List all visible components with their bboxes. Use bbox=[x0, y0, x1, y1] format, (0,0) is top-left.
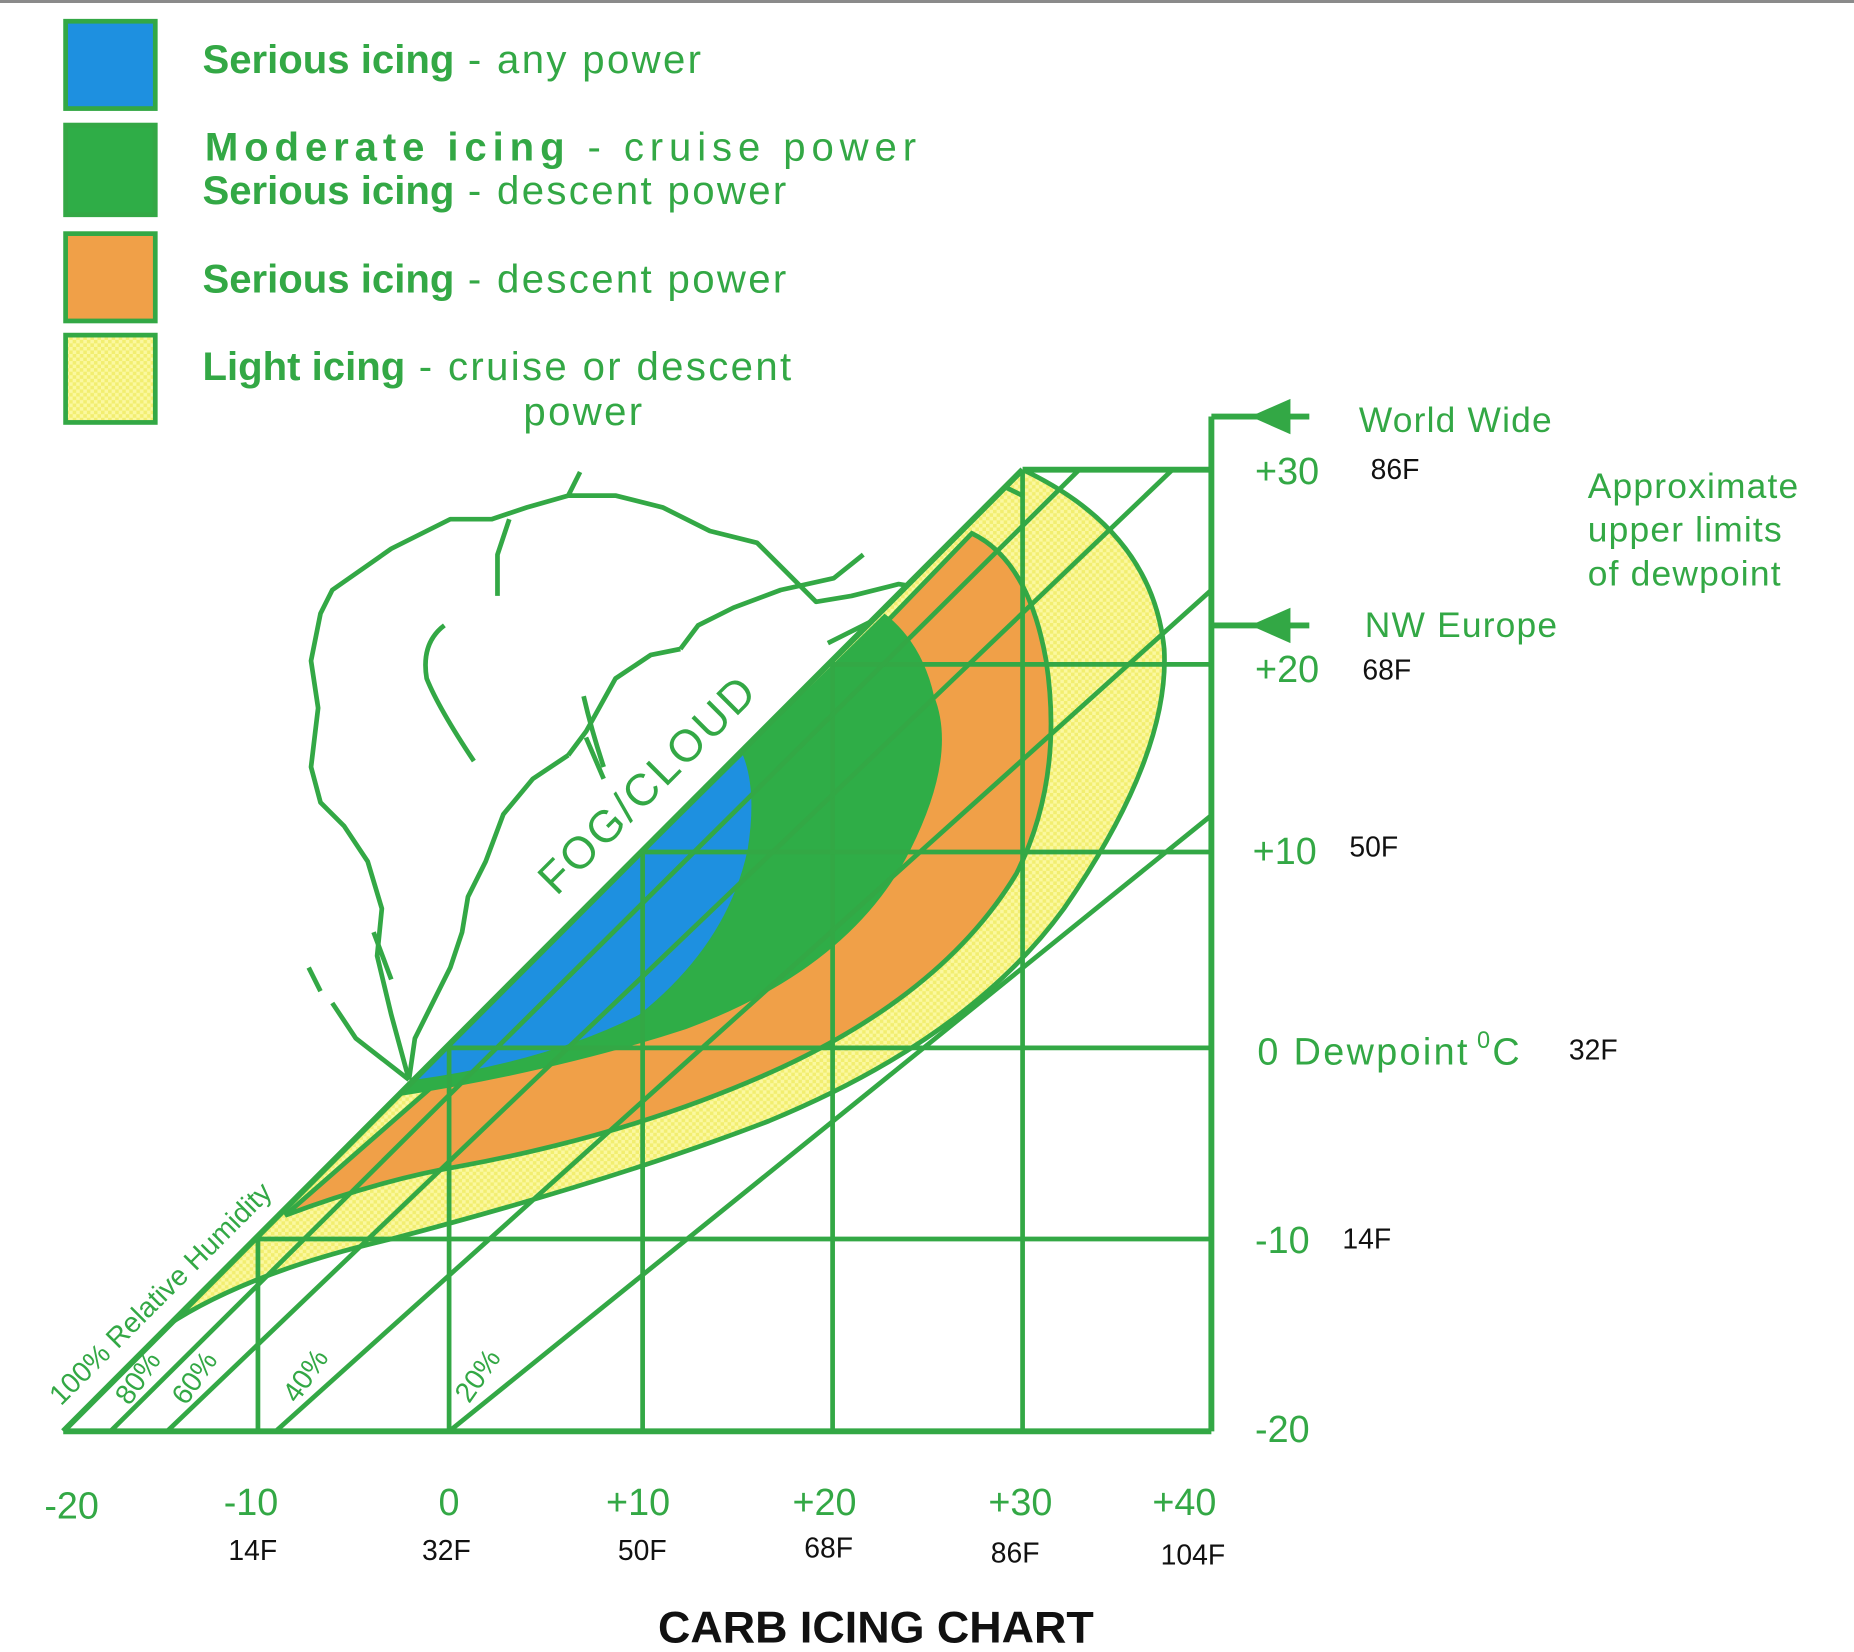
y-tick-c: -10 bbox=[1255, 1219, 1310, 1261]
chart-title: CARB ICING CHART bbox=[658, 1602, 1094, 1652]
x-tick-f: 86F bbox=[991, 1537, 1040, 1569]
nw-europe-label: NW Europe bbox=[1365, 606, 1558, 645]
x-tick-c: +30 bbox=[988, 1481, 1052, 1523]
y-tick-c: +20 bbox=[1255, 648, 1319, 690]
rh-40-label: 40% bbox=[276, 1343, 335, 1408]
world-wide-arrow-icon bbox=[1250, 398, 1291, 435]
x-tick-c: +40 bbox=[1152, 1481, 1216, 1523]
x-axis-labels: -20 -10 0 +10 +20 +30 +40 14F 32F 50F 68… bbox=[44, 1481, 1225, 1572]
legend-swatch-green bbox=[63, 122, 158, 218]
legend-swatch-orange bbox=[63, 231, 158, 324]
legend-item-4b: power bbox=[523, 389, 644, 434]
y-tick-f: 68F bbox=[1362, 655, 1411, 687]
world-wide-label: World Wide bbox=[1359, 401, 1553, 440]
x-tick-f: 50F bbox=[618, 1535, 667, 1567]
chart-frame bbox=[61, 413, 1310, 1435]
rh-60-label: 60% bbox=[165, 1346, 224, 1411]
y-tick-c-zero: 0 Dewpoint 0C bbox=[1257, 1027, 1522, 1073]
icing-zones bbox=[63, 469, 1167, 1432]
legend-item-2: Moderate icing - cruise power bbox=[205, 124, 922, 169]
top-border bbox=[0, 0, 1854, 3]
x-tick-f: 68F bbox=[804, 1533, 853, 1565]
x-tick-c: +10 bbox=[606, 1481, 670, 1523]
note-line-3: of dewpoint bbox=[1588, 554, 1782, 593]
y-tick-f: 14F bbox=[1342, 1223, 1391, 1255]
x-tick-f: 32F bbox=[422, 1535, 471, 1567]
y-tick-f: 50F bbox=[1349, 832, 1398, 864]
x-tick-c: 0 bbox=[438, 1481, 459, 1523]
legend-item-1: Serious icing - any power bbox=[202, 37, 703, 82]
legend: Serious icing - any power Moderate icing… bbox=[63, 18, 922, 434]
legend-swatch-blue bbox=[63, 18, 158, 111]
note-line-2: upper limits bbox=[1588, 511, 1783, 550]
x-tick-c: -10 bbox=[224, 1481, 279, 1523]
y-axis-labels: +30 +20 +10 0 Dewpoint 0C -10 -20 86F 68F… bbox=[1253, 450, 1618, 1450]
legend-item-4: Light icing - cruise or descent bbox=[202, 344, 793, 389]
y-tick-c: +30 bbox=[1255, 450, 1319, 492]
x-tick-f: 14F bbox=[228, 1535, 277, 1567]
legend-item-3: Serious icing - descent power bbox=[202, 257, 788, 302]
y-tick-f: 86F bbox=[1371, 454, 1420, 486]
note-line-1: Approximate bbox=[1588, 467, 1800, 506]
nw-europe-arrow-icon bbox=[1250, 607, 1291, 644]
rh-100-label: 100% Relative Humidity bbox=[43, 1176, 279, 1412]
cloud-icon bbox=[306, 470, 960, 1082]
x-tick-c: +20 bbox=[792, 1481, 856, 1523]
x-tick-c: -20 bbox=[44, 1485, 99, 1527]
x-tick-f: 104F bbox=[1161, 1540, 1226, 1572]
y-tick-c: -20 bbox=[1255, 1408, 1310, 1450]
legend-swatch-yellow bbox=[63, 332, 158, 425]
y-tick-f: 32F bbox=[1569, 1035, 1618, 1067]
legend-item-2b: Serious icing - descent power bbox=[202, 168, 788, 213]
y-tick-c: +10 bbox=[1253, 830, 1317, 872]
rh-20-label: 20% bbox=[449, 1343, 508, 1408]
